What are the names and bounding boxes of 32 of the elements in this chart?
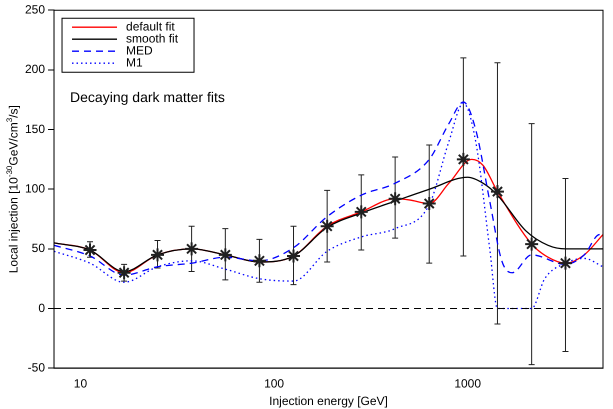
point [218, 247, 233, 262]
point [82, 242, 98, 258]
legend-label: M1 [126, 56, 144, 70]
annotation: Decaying dark matter fits [70, 89, 225, 106]
legend-label: smooth fit [126, 32, 179, 46]
legend-label: default fit [126, 20, 176, 34]
y-tick-label: 0 [38, 300, 46, 315]
y-tick-label: 50 [32, 241, 46, 256]
point [422, 196, 437, 212]
point [354, 204, 369, 220]
y-tick-label: -50 [28, 360, 46, 375]
point [320, 218, 335, 234]
legend-label: MED [126, 44, 154, 58]
x-tick-label: 10 [74, 376, 88, 391]
y-axis-title: Local injection [10-30GeV/cm3/s] [5, 105, 20, 274]
point [558, 256, 573, 271]
point [116, 265, 132, 280]
x-tick-label: 1000 [454, 376, 482, 391]
point [524, 236, 540, 252]
point [150, 247, 166, 262]
y-tick-label: 150 [24, 122, 46, 136]
y-tick-label: 100 [24, 182, 46, 196]
x-axis-title: Injection energy [GeV] [269, 394, 388, 408]
x-tick-label: 100 [264, 376, 284, 391]
point [184, 241, 200, 256]
point [388, 191, 403, 206]
point [252, 253, 267, 268]
point [490, 184, 505, 200]
y-tick-label: 200 [24, 62, 46, 76]
y-tick-label: 250 [24, 2, 46, 17]
point [456, 152, 471, 167]
point [286, 248, 302, 264]
